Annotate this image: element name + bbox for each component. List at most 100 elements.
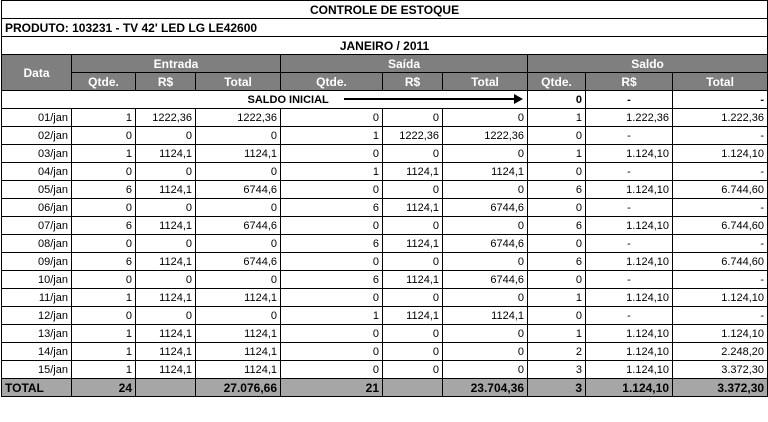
- saldo-inicial-total[interactable]: -: [671, 90, 768, 109]
- saldo-total-cell[interactable]: -: [671, 234, 768, 253]
- saida-qtde-cell[interactable]: 0: [280, 324, 383, 343]
- total-entrada-qtde[interactable]: 24: [71, 378, 136, 397]
- header-saldo[interactable]: Saldo: [526, 54, 768, 73]
- saldo-total-cell[interactable]: -: [671, 162, 768, 181]
- saldo-qtde-cell[interactable]: 2: [527, 342, 586, 361]
- entrada-total-cell[interactable]: 6744,6: [195, 216, 281, 235]
- saldo-qtde-cell[interactable]: 6: [527, 216, 586, 235]
- saida-qtde-cell[interactable]: 6: [280, 270, 383, 289]
- entrada-rs-cell[interactable]: 1124,1: [135, 342, 196, 361]
- entrada-total-cell[interactable]: 1124,1: [195, 288, 281, 307]
- saida-rs-cell[interactable]: 0: [382, 288, 443, 307]
- saida-qtde-cell[interactable]: 1: [280, 162, 383, 181]
- saida-total-cell[interactable]: 0: [442, 342, 528, 361]
- date-cell[interactable]: 12/jan: [1, 306, 72, 325]
- saida-total-cell[interactable]: 0: [442, 216, 528, 235]
- saldo-rs-cell[interactable]: -: [585, 270, 673, 289]
- saida-qtde-cell[interactable]: 0: [280, 144, 383, 163]
- saldo-rs-cell[interactable]: 1.124,10: [585, 342, 673, 361]
- saldo-qtde-cell[interactable]: 0: [527, 306, 586, 325]
- saldo-rs-cell[interactable]: -: [585, 198, 673, 217]
- saldo-rs-cell[interactable]: 1.124,10: [585, 360, 673, 379]
- saldo-rs-cell[interactable]: 1.124,10: [585, 180, 673, 199]
- saldo-total-cell[interactable]: 6.744,60: [671, 180, 768, 199]
- entrada-rs-cell[interactable]: 0: [135, 126, 196, 145]
- entrada-rs-cell[interactable]: 0: [135, 270, 196, 289]
- saida-qtde-cell[interactable]: 0: [280, 108, 383, 127]
- saida-rs-cell[interactable]: 0: [382, 180, 443, 199]
- saldo-rs-cell[interactable]: 1.124,10: [585, 144, 673, 163]
- header-saida-total[interactable]: Total: [442, 72, 528, 91]
- saldo-qtde-cell[interactable]: 1: [527, 288, 586, 307]
- date-cell[interactable]: 14/jan: [1, 342, 72, 361]
- entrada-total-cell[interactable]: 0: [195, 306, 281, 325]
- total-saldo-rs[interactable]: 1.124,10: [585, 378, 673, 397]
- entrada-rs-cell[interactable]: 1124,1: [135, 252, 196, 271]
- entrada-qtde-cell[interactable]: 0: [71, 306, 136, 325]
- saldo-total-cell[interactable]: -: [671, 126, 768, 145]
- date-cell[interactable]: 10/jan: [1, 270, 72, 289]
- saida-rs-cell[interactable]: 1124,1: [382, 198, 443, 217]
- saida-qtde-cell[interactable]: 0: [280, 180, 383, 199]
- date-cell[interactable]: 08/jan: [1, 234, 72, 253]
- header-saida-qtde[interactable]: Qtde.: [280, 72, 383, 91]
- saida-total-cell[interactable]: 0: [442, 324, 528, 343]
- entrada-total-cell[interactable]: 1124,1: [195, 324, 281, 343]
- saida-total-cell[interactable]: 0: [442, 180, 528, 199]
- saldo-rs-cell[interactable]: -: [585, 126, 673, 145]
- header-saida-rs[interactable]: R$: [382, 72, 443, 91]
- total-saida-rs[interactable]: [382, 378, 443, 397]
- total-entrada-rs[interactable]: [135, 378, 196, 397]
- saldo-total-cell[interactable]: -: [671, 270, 768, 289]
- saida-total-cell[interactable]: 1222,36: [442, 126, 528, 145]
- saldo-qtde-cell[interactable]: 0: [527, 270, 586, 289]
- header-saldo-qtde[interactable]: Qtde.: [527, 72, 586, 91]
- date-cell[interactable]: 05/jan: [1, 180, 72, 199]
- entrada-total-cell[interactable]: 1124,1: [195, 144, 281, 163]
- saida-qtde-cell[interactable]: 0: [280, 252, 383, 271]
- entrada-total-cell[interactable]: 0: [195, 126, 281, 145]
- saldo-rs-cell[interactable]: 1.124,10: [585, 324, 673, 343]
- saldo-rs-cell[interactable]: 1.222,36: [585, 108, 673, 127]
- entrada-qtde-cell[interactable]: 0: [71, 234, 136, 253]
- date-cell[interactable]: 11/jan: [1, 288, 72, 307]
- saldo-qtde-cell[interactable]: 1: [527, 324, 586, 343]
- entrada-qtde-cell[interactable]: 1: [71, 108, 136, 127]
- header-data[interactable]: Data: [1, 54, 72, 91]
- saida-rs-cell[interactable]: 0: [382, 216, 443, 235]
- entrada-rs-cell[interactable]: 1124,1: [135, 288, 196, 307]
- entrada-total-cell[interactable]: 6744,6: [195, 180, 281, 199]
- entrada-rs-cell[interactable]: 0: [135, 234, 196, 253]
- saida-rs-cell[interactable]: 0: [382, 108, 443, 127]
- saldo-inicial-label-cell[interactable]: SALDO INICIAL: [71, 90, 528, 109]
- header-saldo-total[interactable]: Total: [671, 72, 768, 91]
- date-cell[interactable]: 09/jan: [1, 252, 72, 271]
- saldo-qtde-cell[interactable]: 0: [527, 234, 586, 253]
- saida-rs-cell[interactable]: 0: [382, 360, 443, 379]
- saldo-qtde-cell[interactable]: 1: [527, 144, 586, 163]
- entrada-total-cell[interactable]: 1222,36: [195, 108, 281, 127]
- saida-total-cell[interactable]: 6744,6: [442, 198, 528, 217]
- saldo-rs-cell[interactable]: -: [585, 306, 673, 325]
- saida-rs-cell[interactable]: 0: [382, 342, 443, 361]
- entrada-qtde-cell[interactable]: 6: [71, 180, 136, 199]
- saldo-qtde-cell[interactable]: 3: [527, 360, 586, 379]
- saldo-qtde-cell[interactable]: 0: [527, 198, 586, 217]
- saida-rs-cell[interactable]: 1124,1: [382, 162, 443, 181]
- header-saida[interactable]: Saída: [280, 54, 528, 73]
- entrada-rs-cell[interactable]: 0: [135, 162, 196, 181]
- saida-total-cell[interactable]: 0: [442, 108, 528, 127]
- product-cell[interactable]: PRODUTO: 103231 - TV 42' LED LG LE42600: [0, 18, 768, 37]
- entrada-qtde-cell[interactable]: 0: [71, 126, 136, 145]
- entrada-rs-cell[interactable]: 1124,1: [135, 324, 196, 343]
- sheet-title[interactable]: CONTROLE DE ESTOQUE: [0, 0, 768, 19]
- saida-total-cell[interactable]: 0: [442, 288, 528, 307]
- saldo-total-cell[interactable]: 1.124,10: [671, 144, 768, 163]
- saldo-qtde-cell[interactable]: 0: [527, 162, 586, 181]
- entrada-qtde-cell[interactable]: 1: [71, 324, 136, 343]
- date-cell[interactable]: 07/jan: [1, 216, 72, 235]
- header-saldo-rs[interactable]: R$: [585, 72, 673, 91]
- entrada-total-cell[interactable]: 1124,1: [195, 360, 281, 379]
- saldo-qtde-cell[interactable]: 0: [527, 126, 586, 145]
- saldo-rs-cell[interactable]: -: [585, 162, 673, 181]
